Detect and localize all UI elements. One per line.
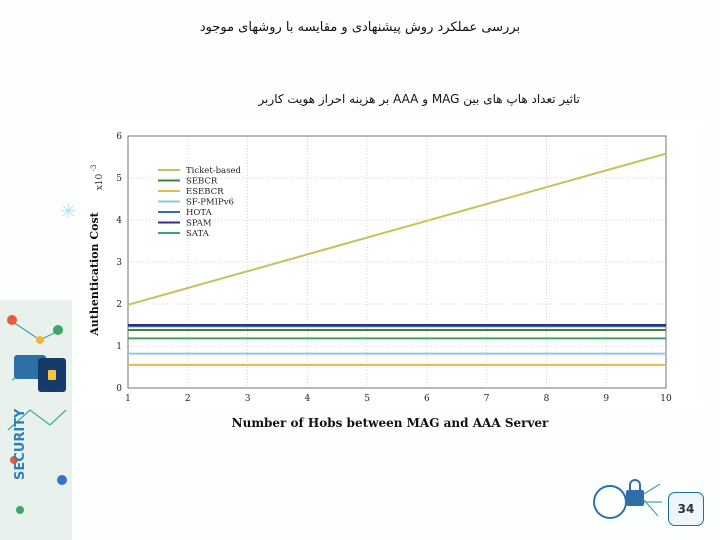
y-tick-label: 0 [116,384,122,394]
series-line-ticket-based [127,152,667,306]
legend-label: SPAM [186,219,212,229]
slide-subtitle: تاثیر تعداد هاپ های بین MAG و AAA بر هزی… [258,92,580,106]
x-tick-label: 1 [125,394,131,404]
x-tick-label: 7 [484,394,490,404]
y-tick-label: 6 [116,132,122,142]
x-tick-label: 8 [544,394,550,404]
legend-label: SATA [186,229,210,239]
y-tick-label: 4 [116,216,122,226]
illustration-panel [0,300,72,540]
x-tick-label: 10 [660,394,672,404]
legend-label: SF-PMIPv6 [186,198,234,208]
legend-label: ESEBCR [186,187,224,197]
x-tick-label: 4 [304,394,310,404]
legend-label: HOTA [186,208,213,218]
legend-label: Ticket-based [186,166,242,176]
security-illustration: SECURITY ✳ [0,199,77,540]
legend-label: SEBCR [186,177,218,187]
lock-illustration [593,479,662,519]
x-tick-label: 2 [185,394,191,404]
security-banner-text: SECURITY [13,408,28,480]
y-tick-label: 1 [116,342,122,352]
slide-title: بررسی عملکرد روش پیشنهادی و مقایسه با رو… [199,20,521,35]
x-tick-label: 5 [364,394,370,404]
chart-frame [80,122,702,407]
device-icons [7,315,67,514]
x-axis-label: Number of Hobs between MAG and AAA Serve… [231,416,549,430]
y-multiplier-label: x10 [95,173,105,190]
svg-text:✳: ✳ [60,199,77,223]
page-number-badge: 34 [668,492,704,526]
user-icon [593,485,627,519]
chart-legend: Ticket-basedSEBCRESEBCRSF-PMIPv6HOTASPAM… [158,166,242,239]
y-tick-label: 5 [116,174,122,184]
chart-series [127,152,667,366]
x-tick-label: 6 [424,394,430,404]
x-tick-label: 3 [245,394,251,404]
y-tick-label: 2 [116,300,122,310]
y-tick-label: 3 [116,258,122,268]
circuit-lines [643,483,662,517]
x-tick-label: 9 [603,394,609,404]
y-axis-label: Authentication Cost [88,211,101,336]
plot-border [127,135,667,389]
y-multiplier-exponent: -3 [90,165,98,172]
padlock-icon [626,490,644,506]
